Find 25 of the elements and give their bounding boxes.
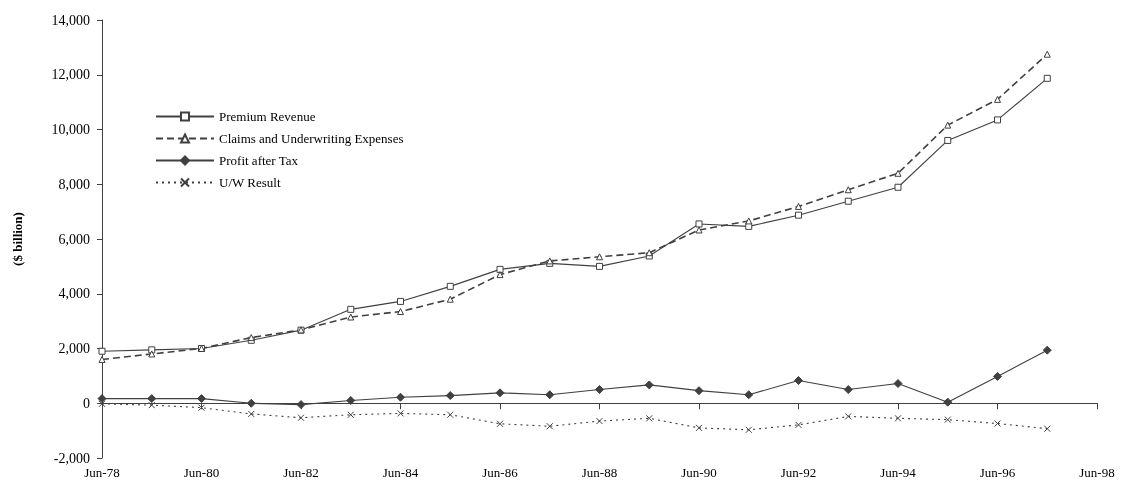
x-tick-label: Jun-82 — [283, 465, 319, 480]
x-tick-label: Jun-80 — [183, 465, 220, 480]
legend-label: Premium Revenue — [219, 109, 316, 124]
legend-label: U/W Result — [219, 175, 281, 190]
y-axis-title: ($ billion) — [10, 212, 25, 266]
y-tick-label: 0 — [83, 395, 90, 411]
y-tick-label: 2,000 — [58, 341, 90, 356]
x-tick-label: Jun-96 — [979, 465, 1016, 480]
y-tick-label: 6,000 — [58, 231, 90, 247]
x-tick-label: Jun-78 — [84, 465, 120, 480]
x-tick-label: Jun-94 — [880, 465, 917, 480]
x-tick-label: Jun-90 — [681, 465, 717, 480]
y-tick-label: 8,000 — [58, 176, 90, 192]
y-tick-label: 10,000 — [51, 122, 90, 137]
y-tick-label: -2,000 — [53, 450, 90, 466]
legend-label: Claims and Underwriting Expenses — [219, 131, 404, 146]
x-tick-label: Jun-88 — [581, 465, 618, 480]
y-tick-label: 4,000 — [58, 286, 90, 302]
x-tick-label: Jun-98 — [1079, 465, 1115, 480]
x-tick-label: Jun-84 — [382, 465, 419, 480]
x-tick-label: Jun-86 — [482, 465, 519, 480]
y-tick-label: 12,000 — [51, 67, 90, 83]
legend-label: Profit after Tax — [219, 153, 299, 168]
x-tick-label: Jun-92 — [780, 465, 817, 480]
y-tick-label: 14,000 — [51, 12, 90, 28]
